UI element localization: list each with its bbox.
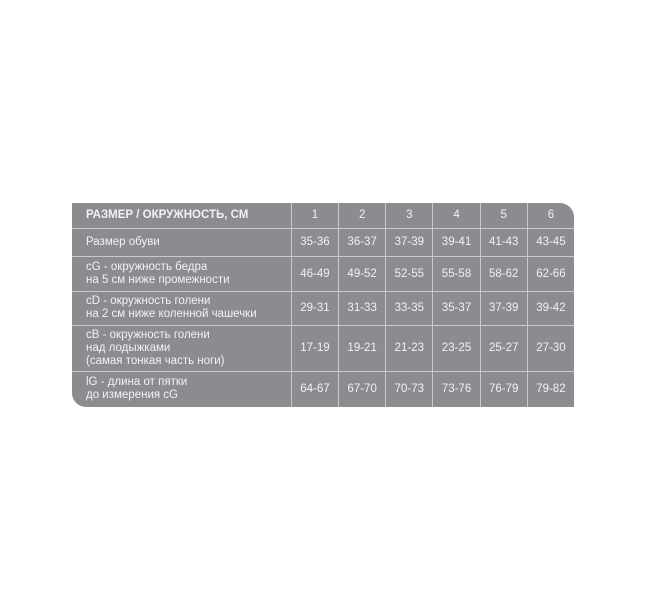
cell: 49-52 [338, 255, 387, 292]
cell: 41-43 [479, 227, 528, 257]
cell: 35-36 [290, 227, 340, 257]
cell: 27-30 [526, 324, 574, 372]
table-row: cG - окружность бедра на 5 см ниже проме… [72, 255, 574, 292]
header-size: 5 [479, 203, 528, 229]
header-label: РАЗМЕР / ОКРУЖНОСТЬ, СМ [72, 203, 292, 229]
row-label: lG - длина от пятки до измерения cG [72, 370, 292, 407]
cell: 23-25 [432, 324, 481, 372]
header-size: 4 [432, 203, 481, 229]
cell: 62-66 [526, 255, 574, 292]
cell: 37-39 [385, 227, 434, 257]
row-label: cB - окружность голени над лодыжками (са… [72, 324, 292, 372]
header-size: 6 [526, 203, 574, 229]
table-row: Размер обуви 35-36 36-37 37-39 39-41 41-… [72, 227, 574, 257]
cell: 36-37 [338, 227, 387, 257]
cell: 58-62 [479, 255, 528, 292]
cell: 35-37 [432, 290, 481, 326]
cell: 17-19 [290, 324, 340, 372]
header-size: 2 [338, 203, 387, 229]
cell: 46-49 [290, 255, 340, 292]
cell: 19-21 [338, 324, 387, 372]
cell: 79-82 [526, 370, 574, 407]
cell: 73-76 [432, 370, 481, 407]
cell: 29-31 [290, 290, 340, 326]
cell: 21-23 [385, 324, 434, 372]
cell: 70-73 [385, 370, 434, 407]
cell: 39-41 [432, 227, 481, 257]
row-label: cG - окружность бедра на 5 см ниже проме… [72, 255, 292, 292]
cell: 31-33 [338, 290, 387, 326]
cell: 43-45 [526, 227, 574, 257]
table-row: cB - окружность голени над лодыжками (са… [72, 324, 574, 372]
size-chart-table: РАЗМЕР / ОКРУЖНОСТЬ, СМ 1 2 3 4 5 6 Разм… [72, 203, 574, 407]
cell: 25-27 [479, 324, 528, 372]
cell: 39-42 [526, 290, 574, 326]
cell: 67-70 [338, 370, 387, 407]
table-row: lG - длина от пятки до измерения cG 64-6… [72, 370, 574, 407]
row-label: cD - окружность голени на 2 см ниже коле… [72, 290, 292, 326]
cell: 37-39 [479, 290, 528, 326]
cell: 33-35 [385, 290, 434, 326]
cell: 76-79 [479, 370, 528, 407]
cell: 64-67 [290, 370, 340, 407]
header-size: 1 [290, 203, 340, 229]
cell: 55-58 [432, 255, 481, 292]
row-label: Размер обуви [72, 227, 292, 257]
cell: 52-55 [385, 255, 434, 292]
header-size: 3 [385, 203, 434, 229]
table-row: cD - окружность голени на 2 см ниже коле… [72, 290, 574, 326]
table-header-row: РАЗМЕР / ОКРУЖНОСТЬ, СМ 1 2 3 4 5 6 [72, 203, 574, 229]
